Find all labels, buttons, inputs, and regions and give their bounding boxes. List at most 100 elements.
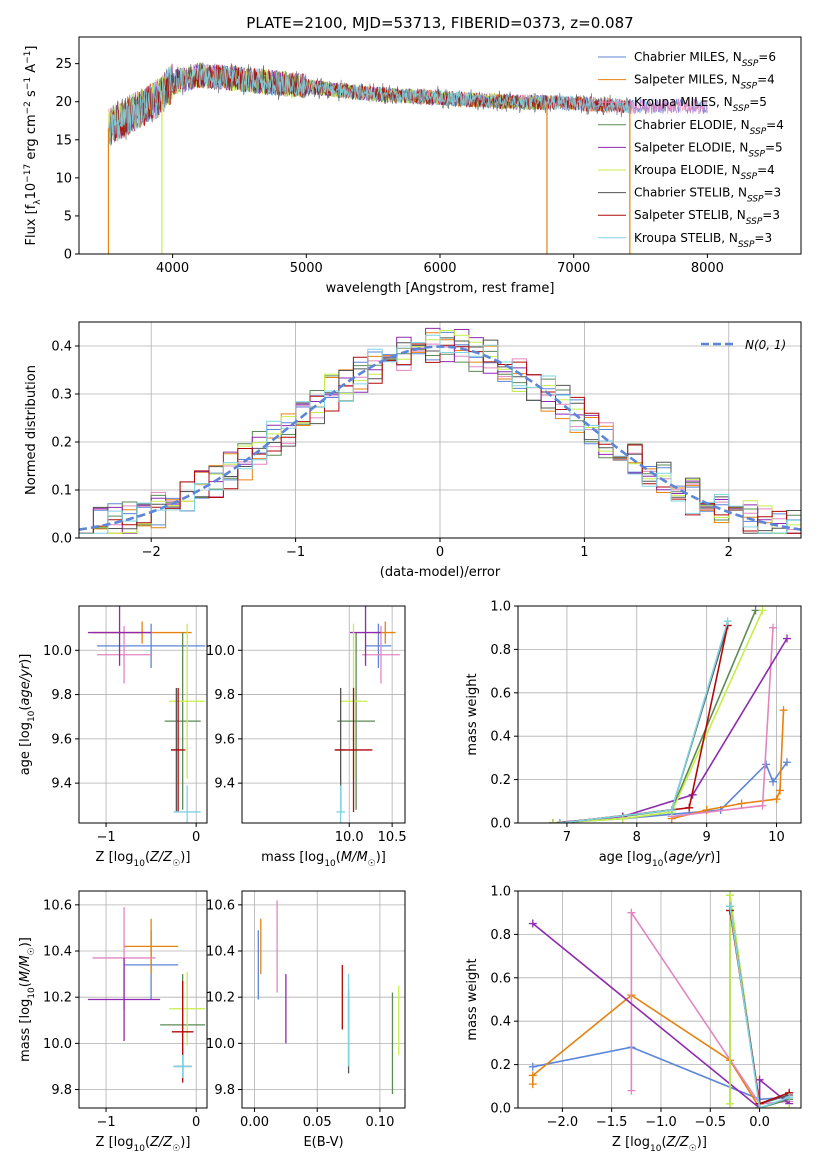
plot-area-massweight_vs_Z — [528, 891, 794, 1108]
mass-weight-line — [552, 638, 788, 823]
y-tick-label: 10.2 — [43, 991, 72, 1006]
x-tick-label: 2 — [725, 545, 733, 560]
x-tick-label: 0 — [436, 545, 444, 560]
mass-weight-marker — [685, 803, 694, 812]
x-axis-label: (data-model)/error — [380, 565, 501, 580]
legend-entry: Kroupa STELIB, NSSP=3 — [634, 231, 772, 250]
x-tick-label: −0.5 — [694, 1115, 726, 1130]
y-tick-label: 1.0 — [490, 600, 511, 615]
mass-weight-marker — [737, 799, 746, 808]
legend-entry: Chabrier ELODIE, NSSP=4 — [634, 118, 784, 137]
y-tick-label: 9.8 — [214, 1083, 235, 1098]
x-tick-label: 0.0 — [749, 1115, 770, 1130]
x-tick-label: 0.05 — [303, 1115, 332, 1130]
mass-weight-marker — [772, 795, 781, 804]
mass-weight-marker — [785, 1104, 794, 1108]
mass-weight-marker — [762, 760, 771, 769]
x-axis-label: Z [log10(Z/Z☉)] — [612, 1135, 707, 1154]
y-tick-label: 9.8 — [214, 688, 235, 703]
x-tick-label: 7 — [563, 830, 571, 845]
y-tick-label: 10.0 — [206, 1037, 235, 1052]
mass-weight-marker — [755, 1075, 764, 1084]
axes-frame — [517, 605, 802, 824]
plots-group: 4000 5000 6000 7000 80000510152025wavelength… — [18, 36, 802, 1154]
x-axis-label: age [log10(age/yr)] — [599, 850, 721, 869]
x-tick-label: 4000 — [156, 261, 189, 276]
y-axis-label: mass weight — [465, 673, 480, 755]
mass-weight-marker — [528, 1071, 537, 1080]
mass-weight-marker — [528, 1080, 537, 1089]
y-tick-label: 0.0 — [490, 817, 511, 832]
mass-weight-marker — [755, 1104, 764, 1108]
legend-entry: Salpeter STELIB, NSSP=3 — [634, 208, 780, 227]
mass-weight-marker — [528, 919, 537, 928]
x-tick-label: 7000 — [557, 261, 590, 276]
y-axis-label: Flux [fλ10−17 erg cm−2 s−1 A−1] — [23, 46, 43, 246]
y-tick-label: 0.4 — [490, 1015, 511, 1030]
mass-weight-marker — [751, 606, 760, 615]
axes-spectrum: 4000 5000 6000 7000 8000 0 5 10 15 20 25 wavelength… — [23, 36, 802, 296]
frame-mass_vs_Z: −1 0 9.8 10.0 10.2 10.4 10.6 Z [log10(Z/Z☉)] mas… — [18, 890, 208, 1154]
y-tick-label: 1.0 — [490, 885, 511, 900]
x-tick-label: 10 — [768, 830, 785, 845]
axes-frame — [78, 890, 208, 1109]
mass-weight-marker — [783, 634, 792, 643]
y-tick-label: 20 — [55, 95, 72, 110]
normal-curve — [79, 345, 801, 531]
y-tick-label: 9.4 — [51, 777, 72, 792]
y-tick-label: 10.0 — [206, 644, 235, 659]
x-tick-label: 8000 — [691, 261, 724, 276]
axes-age_vs_mass: 10.0 10.5 9.4 9.6 9.8 10.0 mass [log10(M/M☉)] — [206, 605, 407, 869]
x-tick-label: 10.0 — [335, 830, 364, 845]
y-tick-label: 10.6 — [206, 898, 235, 913]
y-axis-label: Normed distribution — [24, 365, 39, 495]
mass-weight-marker — [723, 617, 732, 626]
y-tick-label: 9.4 — [214, 777, 235, 792]
axes-frame — [241, 605, 406, 824]
y-tick-label: 0.0 — [51, 532, 72, 547]
plot-area-mass_vs_Z — [88, 907, 206, 1083]
mass-weight-marker — [776, 786, 785, 795]
x-tick-label: 0.00 — [240, 1115, 269, 1130]
mass-weight-line — [671, 710, 785, 820]
axes-massweight_vs_age: 7 8 9 10 0.0 0.2 0.4 0.6 0.8 1.0 age [log10(age/yr… — [465, 600, 802, 869]
plot-area-spectrum — [107, 62, 708, 254]
legend-entry: Chabrier MILES, NSSP=6 — [634, 50, 776, 69]
x-tick-label: −2.0 — [547, 1115, 579, 1130]
axes-age_vs_Z: −1 0 9.4 9.6 9.8 10.0 Z [log10(Z/Z☉)] age [log1… — [18, 605, 208, 869]
x-tick-label: 8 — [633, 830, 641, 845]
mass-weight-line — [552, 609, 757, 823]
y-tick-label: 10.0 — [43, 1037, 72, 1052]
mass-weight-marker — [769, 623, 778, 632]
x-tick-label: −1 — [96, 830, 115, 845]
x-axis-label: E(B-V) — [303, 1135, 343, 1150]
legend-entry: N(0, 1) — [745, 338, 786, 352]
plot-area-mass_vs_ebv — [257, 900, 400, 1095]
mass-weight-line — [559, 625, 729, 823]
mass-weight-line — [559, 625, 729, 823]
mass-weight-marker — [627, 1086, 636, 1095]
y-tick-label: 9.6 — [214, 732, 235, 747]
y-tick-label: 5 — [64, 209, 72, 224]
mass-weight-line — [532, 922, 790, 1108]
y-tick-label: 0.1 — [51, 484, 72, 499]
frame-age_vs_mass: 10.0 10.5 9.4 9.6 9.8 10.0 mass [log10(M/M☉)] — [206, 605, 407, 869]
x-tick-label: 5000 — [290, 261, 323, 276]
y-tick-label: 0.6 — [490, 686, 511, 701]
mass-weight-marker — [555, 819, 564, 823]
legend-entry: Kroupa ELODIE, NSSP=4 — [634, 163, 775, 182]
frame-spectrum: 4000 5000 6000 7000 8000 0 5 10 15 20 25 wavelength… — [23, 36, 802, 296]
y-tick-label: 25 — [55, 57, 72, 72]
axes-residuals: −2 −1 0 1 2 0.0 0.1 0.2 0.3 0.4 (data-model)/error… — [24, 321, 802, 580]
axes-frame — [78, 605, 208, 824]
x-axis-label: wavelength [Angstrom, rest frame] — [326, 281, 555, 296]
x-tick-label: 0 — [192, 1115, 200, 1130]
spectrum-legend: Chabrier MILES, NSSP=6 Salpeter MILES, NS… — [598, 50, 784, 250]
frame-massweight_vs_Z: −2.0 −1.5 −1.0 −0.5 0.0 0.0 0.2 0.4 0.6 0.8 1.0 Z [… — [465, 885, 802, 1154]
mass-weight-marker — [528, 1062, 537, 1071]
y-tick-label: 0.2 — [490, 1058, 511, 1073]
y-tick-label: 9.8 — [51, 688, 72, 703]
x-tick-label: −1.5 — [596, 1115, 628, 1130]
mass-weight-marker — [758, 606, 767, 615]
